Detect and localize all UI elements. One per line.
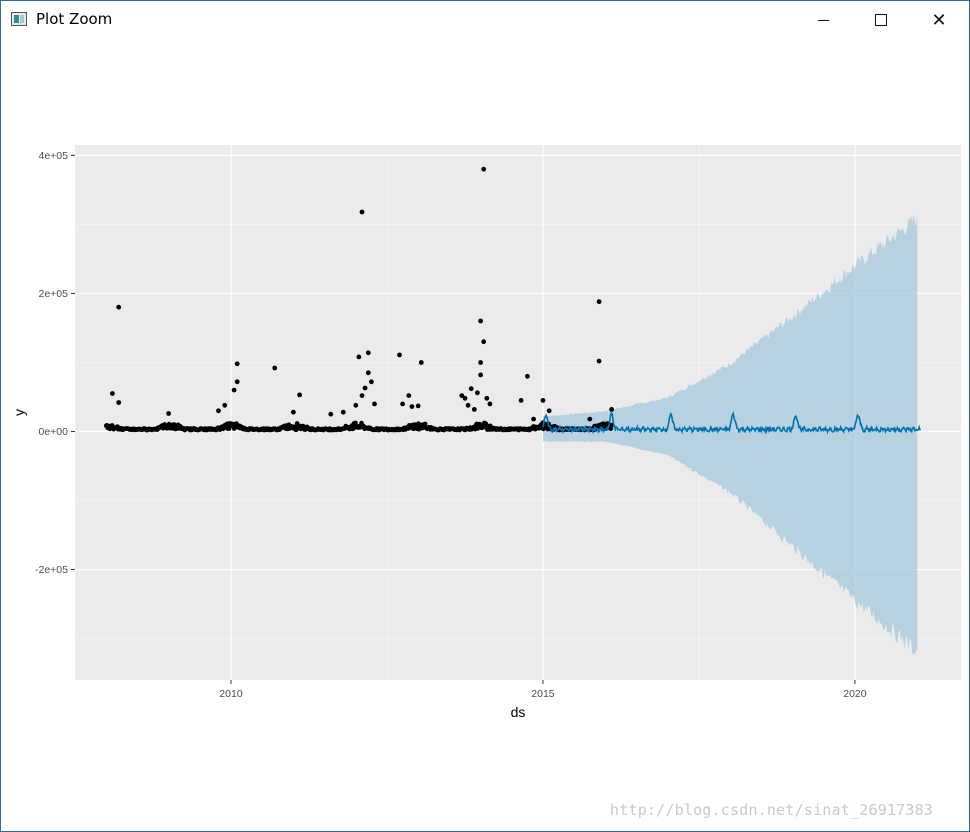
minimize-button[interactable]	[794, 1, 852, 39]
observed-point	[518, 398, 524, 403]
observed-point	[272, 365, 278, 371]
observed-point	[359, 393, 365, 398]
forecast-line	[542, 411, 922, 435]
rstudio-plot-icon	[11, 12, 27, 26]
observed-point	[362, 385, 368, 391]
observed-point	[365, 370, 371, 376]
observed-point	[359, 209, 365, 215]
observed-point	[468, 386, 474, 392]
observed-point	[406, 393, 412, 398]
observed-point	[465, 402, 471, 408]
observed-point	[587, 416, 593, 422]
observed-point-dense	[608, 426, 614, 431]
observed-point	[353, 402, 359, 408]
uncertainty-interval	[543, 211, 918, 655]
observed-point	[481, 166, 487, 172]
observed-point	[116, 304, 122, 310]
observed-point	[369, 379, 374, 385]
title-bar[interactable]: Plot Zoom ✕	[1, 1, 969, 39]
observed-point	[116, 400, 122, 405]
x-tick-label: 2015	[531, 688, 555, 700]
x-tick-label: 2010	[219, 688, 243, 700]
observed-point	[356, 354, 362, 360]
observed-point	[166, 411, 172, 416]
watermark: http://blog.csdn.net/sinat_26917383	[610, 801, 934, 819]
observed-point	[234, 361, 240, 367]
maximize-button[interactable]	[852, 1, 910, 39]
observed-point	[415, 403, 421, 409]
observed-point	[400, 401, 405, 407]
observed-point	[596, 299, 602, 305]
observed-point	[291, 409, 296, 415]
observed-points	[110, 166, 614, 422]
y-axis: 4e+05 2e+05 0e+00 -2e+05	[35, 150, 75, 576]
y-tick-label: 0e+00	[39, 426, 69, 438]
observed-point	[546, 408, 552, 414]
observed-point	[475, 390, 480, 396]
observed-point	[459, 393, 465, 398]
x-tick-label: 2020	[843, 688, 867, 700]
y-tick-label: -2e+05	[35, 564, 68, 576]
y-tick-label: 2e+05	[39, 288, 69, 300]
observed-point-dense	[353, 420, 358, 426]
observed-point-dense	[422, 421, 428, 427]
observed-point	[462, 395, 468, 401]
observed-point	[478, 318, 483, 324]
observed-point	[481, 339, 487, 345]
observed-point	[365, 350, 371, 356]
maximize-icon	[875, 14, 887, 26]
window-title: Plot Zoom	[36, 10, 113, 28]
observed-point-dense	[609, 422, 614, 428]
observed-point	[478, 360, 483, 365]
observed-point	[531, 416, 536, 422]
observed-point	[609, 407, 614, 412]
observed-point	[234, 379, 240, 385]
observed-point	[478, 372, 483, 378]
observed-point	[471, 407, 477, 412]
minimize-icon	[817, 19, 829, 21]
observed-point	[418, 360, 424, 365]
observed-point	[110, 391, 115, 396]
observed-point	[297, 392, 302, 398]
observed-point	[540, 398, 546, 403]
observed-point	[340, 409, 346, 415]
observed-point	[372, 401, 377, 407]
observed-point	[525, 373, 530, 379]
close-icon: ✕	[931, 10, 947, 30]
y-tick-label: 4e+05	[39, 150, 69, 162]
observed-point	[328, 411, 334, 417]
x-axis: 2010 2015 2020	[219, 680, 867, 700]
observed-point	[222, 402, 228, 408]
observed-point	[484, 395, 490, 401]
y-axis-label: y	[11, 409, 27, 416]
observed-point	[231, 387, 237, 393]
close-button[interactable]: ✕	[910, 1, 968, 39]
observed-point	[397, 352, 402, 358]
observed-point	[596, 358, 602, 364]
observed-point	[216, 408, 221, 414]
observed-point	[487, 401, 493, 407]
observed-point	[409, 404, 415, 409]
x-axis-label: ds	[511, 704, 526, 720]
